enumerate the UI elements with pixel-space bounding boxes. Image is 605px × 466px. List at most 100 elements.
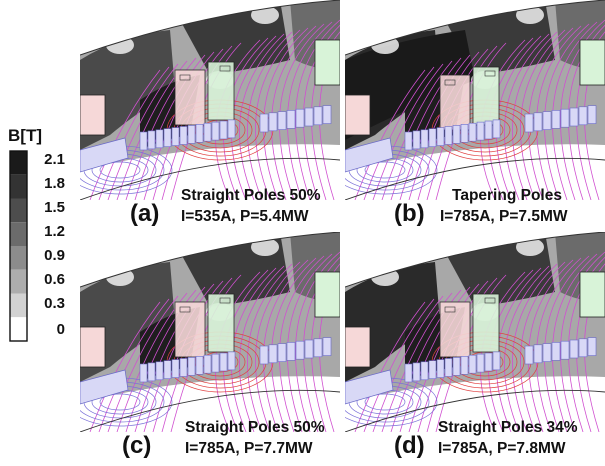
field-line <box>107 295 179 432</box>
winding-slot <box>542 343 552 362</box>
winding-slot <box>163 128 172 147</box>
field-line <box>255 261 301 432</box>
colorbar-swatch <box>10 269 27 294</box>
low-field-spot <box>516 238 544 256</box>
field-line <box>287 253 333 432</box>
winding-block <box>345 369 394 405</box>
winding-slot <box>147 362 156 382</box>
field-line <box>528 259 574 432</box>
coil-green <box>207 293 235 353</box>
panel-letter: (c) <box>122 432 152 459</box>
field-line <box>390 57 462 200</box>
field-line <box>263 27 309 200</box>
winding-slot <box>524 345 534 365</box>
panel-b <box>345 0 605 200</box>
field-line <box>125 57 197 200</box>
winding-slot <box>436 127 445 146</box>
winding-slot <box>524 113 534 133</box>
winding-slot <box>551 110 561 129</box>
panel-letter: (d) <box>394 432 425 459</box>
winding-slot <box>468 354 477 374</box>
boundary-line <box>345 0 605 56</box>
field-line <box>568 249 605 432</box>
legend-tick: 2.1 <box>44 151 65 168</box>
low-field-spot <box>516 6 544 24</box>
winding-slot <box>404 363 413 383</box>
boundary-line <box>345 389 605 432</box>
boundary-line <box>80 389 340 432</box>
field-line <box>239 265 285 432</box>
field-line <box>576 247 605 432</box>
winding-slot <box>139 131 148 151</box>
coil-terminal <box>444 306 456 313</box>
winding-slot <box>452 357 461 376</box>
field-line <box>271 257 317 432</box>
winding-slot <box>163 360 172 379</box>
field-line <box>311 15 340 200</box>
colorbar-swatch <box>10 317 27 341</box>
field-line <box>125 289 197 432</box>
winding-slot <box>268 344 278 364</box>
winding-block <box>345 137 394 173</box>
winding-slot <box>476 353 485 373</box>
field-line <box>99 393 141 411</box>
legend-tick: 0.3 <box>44 295 65 312</box>
legend-tick: 0.6 <box>44 271 65 288</box>
winding-slot <box>533 344 543 364</box>
winding-slot <box>569 107 579 127</box>
coil-green <box>579 39 605 86</box>
field-line <box>576 15 605 200</box>
legend-tick: 1.8 <box>44 175 65 192</box>
plot-area <box>345 0 605 200</box>
field-line <box>372 295 444 432</box>
boundary-line <box>80 0 340 56</box>
field-line <box>520 29 566 200</box>
field-line <box>295 19 340 200</box>
field-plot <box>80 232 340 432</box>
caption-title: Straight Poles 34% <box>438 419 578 436</box>
coil-terminal <box>484 70 496 77</box>
field-line <box>536 25 582 200</box>
field-line <box>279 255 325 432</box>
winding-slot <box>147 130 156 150</box>
field-line <box>363 66 435 200</box>
colorbar-swatch <box>10 246 27 270</box>
legend-tick: 1.5 <box>44 199 65 216</box>
field-line <box>247 31 293 200</box>
boundary-line <box>345 157 605 200</box>
winding-slot <box>436 359 445 378</box>
peak-field-region <box>345 30 475 140</box>
winding-slot <box>203 354 212 374</box>
winding-slot <box>460 356 469 375</box>
winding-slot <box>155 129 164 149</box>
winding-slot <box>219 352 228 372</box>
winding-slot <box>533 112 543 132</box>
field-line <box>512 31 558 200</box>
colorbar-swatch <box>10 174 27 199</box>
field-line <box>544 255 590 432</box>
winding-slot <box>428 360 437 379</box>
winding-slot <box>211 121 220 141</box>
field-line <box>319 245 340 432</box>
winding-slot <box>227 351 236 371</box>
field-line <box>528 27 574 200</box>
caption-params: I=785A, P=7.8MW <box>438 440 566 457</box>
winding-slot <box>295 108 305 128</box>
field-line <box>544 23 590 200</box>
field-line <box>263 259 309 432</box>
panel-letter: (a) <box>130 200 160 227</box>
field-line <box>568 17 605 200</box>
field-line <box>363 298 435 432</box>
winding-slot <box>179 358 188 377</box>
winding-slot <box>468 122 477 142</box>
winding-slot <box>444 358 453 377</box>
winding-block <box>80 137 129 173</box>
field-line <box>319 13 340 200</box>
winding-slot <box>420 361 429 381</box>
field-line <box>255 29 301 200</box>
winding-slot <box>569 339 579 359</box>
winding-slot <box>551 342 561 361</box>
winding-slot <box>259 113 269 133</box>
field-line <box>504 33 550 200</box>
winding-slot <box>259 345 269 365</box>
